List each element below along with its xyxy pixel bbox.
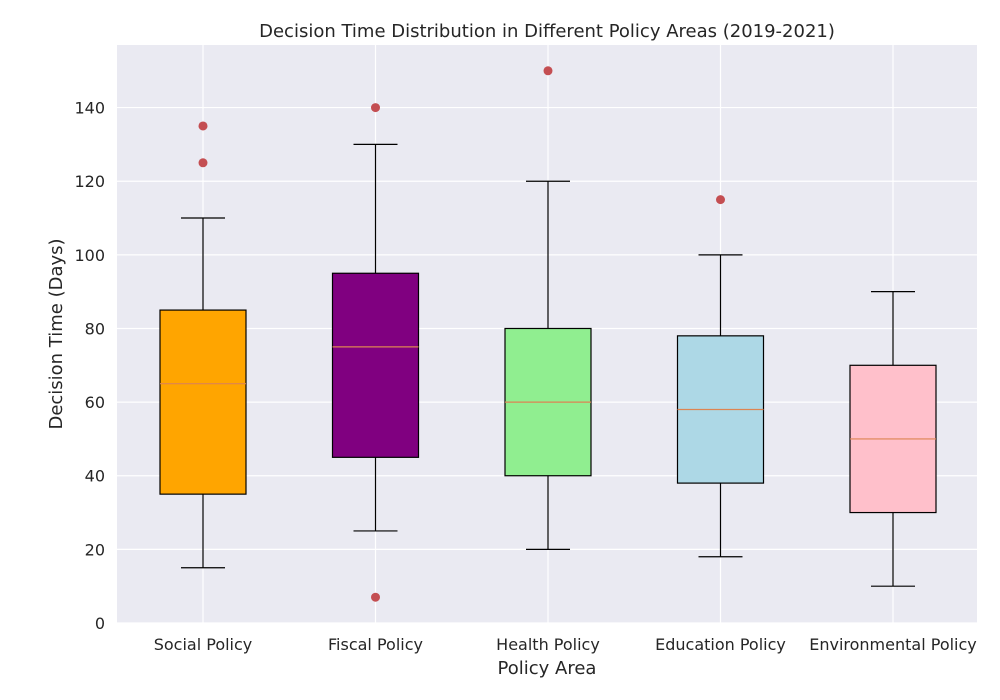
outlier-point [543, 66, 553, 76]
chart-title: Decision Time Distribution in Different … [259, 21, 835, 42]
y-tick-label: 140 [74, 99, 105, 118]
y-tick-label: 80 [85, 319, 105, 338]
y-tick-label: 120 [74, 172, 105, 191]
outlier-point [371, 592, 380, 602]
box [331, 272, 420, 458]
y-tick-label: 20 [85, 540, 105, 559]
y-tick-label: 100 [74, 246, 105, 265]
outlier-point [716, 195, 725, 205]
box [159, 309, 247, 495]
y-tick-label: 60 [85, 393, 105, 412]
box-group [849, 291, 937, 587]
outlier-point [198, 158, 208, 168]
box-group [676, 195, 765, 558]
outlier-point [198, 121, 208, 131]
x-tick-label: Environmental Policy [809, 635, 977, 654]
y-tick-labels: 0 20 40 60 80 100 120 140 [74, 99, 105, 633]
box-group [504, 66, 592, 550]
boxes [159, 66, 937, 602]
y-tick-label: 40 [85, 467, 105, 486]
y-tick-label: 0 [95, 614, 105, 633]
x-tick-label: Health Policy [496, 635, 600, 654]
x-tick-labels: Social Policy Fiscal Policy Health Policy E… [154, 635, 977, 654]
box-group [159, 121, 247, 569]
x-tick-label: Fiscal Policy [328, 635, 423, 654]
y-axis-label: Decision Time (Days) [46, 238, 67, 429]
x-axis-label: Policy Area [498, 658, 597, 679]
x-tick-label: Social Policy [154, 635, 253, 654]
outlier-point [371, 103, 380, 113]
x-tick-label: Education Policy [655, 635, 786, 654]
box-group [331, 103, 420, 602]
